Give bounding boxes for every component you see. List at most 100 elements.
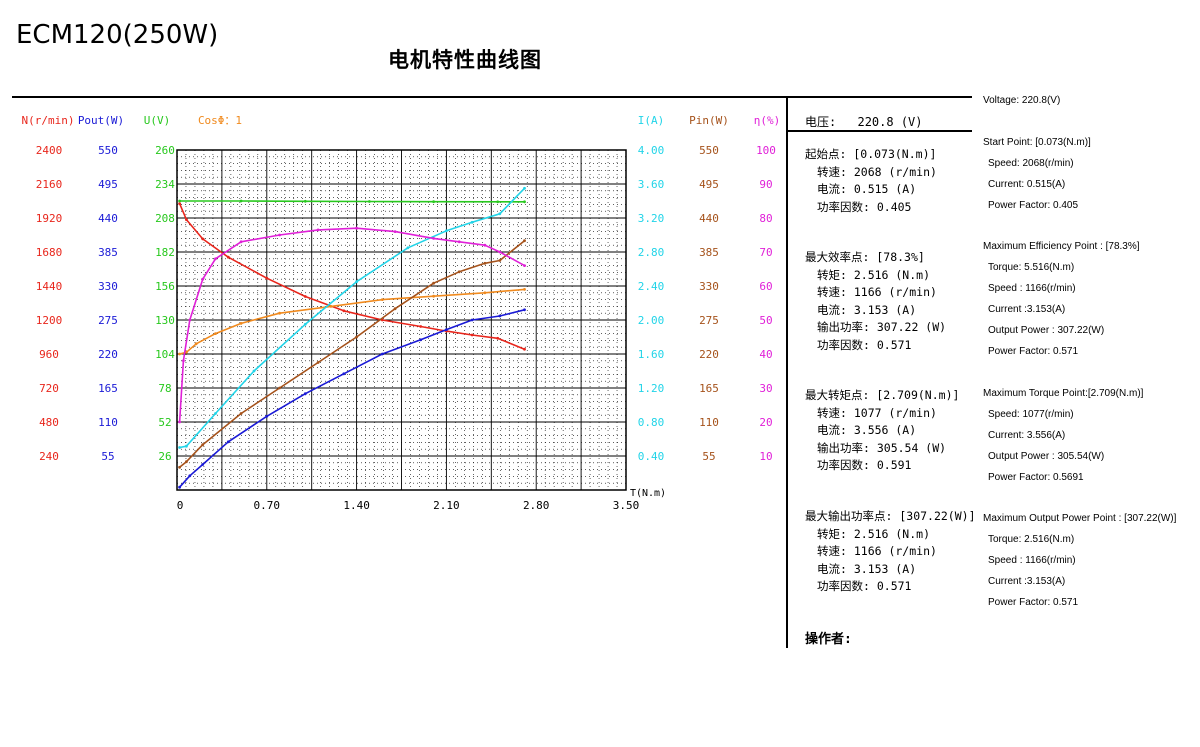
eff-tick: 80 xyxy=(759,212,772,225)
data-point-u-v xyxy=(496,200,500,204)
data-point-u-v xyxy=(178,199,182,203)
data-point-pout-w xyxy=(178,485,182,489)
data-point-pin-w xyxy=(316,361,320,364)
model-title: ECM120(250W) xyxy=(16,20,219,50)
eff-tick: 100 xyxy=(756,144,776,157)
en-max-power-block: Maximum Output Power Point : [307.22(W)]… xyxy=(983,508,1176,613)
max-power-title: 最大输出功率点: [307.22(W)] xyxy=(805,509,976,523)
current-tick: 1.20 xyxy=(638,382,665,395)
eff-tick: 10 xyxy=(759,450,772,463)
pout-tick: 55 xyxy=(101,450,114,463)
data-point-cos xyxy=(380,298,384,301)
en-max-eff-title: Maximum Efficiency Point : [78.3%] xyxy=(983,241,1140,252)
data-point-series xyxy=(355,226,358,230)
voltage-tick: 260 xyxy=(155,144,175,157)
data-point-n-r-min xyxy=(185,218,188,221)
en-max-torque-title: Maximum Torque Point:[2.709(N.m)] xyxy=(983,388,1144,399)
data-point-pout-w xyxy=(419,338,423,342)
max-eff-line: 功率因数: 0.571 xyxy=(817,337,912,352)
data-point-pout-w xyxy=(226,440,230,444)
data-point-pout-w xyxy=(265,414,269,418)
data-point-n-r-min xyxy=(178,202,182,205)
data-point-n-r-min xyxy=(265,276,269,280)
data-point-pin-w xyxy=(498,259,502,262)
data-point-pin-w xyxy=(523,239,526,243)
voltage-tick: 182 xyxy=(155,246,175,259)
pout-axis-header: Pout(W) xyxy=(78,114,124,127)
current-tick: 3.60 xyxy=(638,178,665,191)
en-start-line: Current: 0.515(A) xyxy=(988,179,1066,190)
eff-tick: 30 xyxy=(759,382,772,395)
data-point-n-r-min xyxy=(342,309,346,313)
data-point-i-a xyxy=(470,220,474,224)
data-point-cos xyxy=(483,291,487,295)
data-point-i-a xyxy=(355,280,358,284)
data-point-pout-w xyxy=(303,392,307,396)
data-point-i-a xyxy=(523,186,526,190)
eff-tick: 50 xyxy=(759,314,772,327)
data-point-i-a xyxy=(178,446,182,449)
eff-tick: 40 xyxy=(759,348,772,361)
pin-tick: 550 xyxy=(699,144,719,157)
pin-tick: 110 xyxy=(699,416,719,429)
start-point-line: 电流: 0.515 (A) xyxy=(817,182,917,196)
data-point-pout-w xyxy=(498,314,502,318)
data-point-n-r-min xyxy=(496,336,500,340)
data-point-i-a xyxy=(214,412,217,415)
data-point-n-r-min xyxy=(303,295,307,298)
torque-tick: 3.50 xyxy=(613,499,640,512)
data-point-n-r-min xyxy=(470,333,474,337)
data-point-pin-w xyxy=(457,270,461,274)
voltage-tick: 130 xyxy=(155,314,175,327)
max-eff-line: 电流: 3.153 (A) xyxy=(817,302,917,317)
en-max-torque-line: Power Factor: 0.5691 xyxy=(988,472,1084,483)
data-point-u-v xyxy=(432,200,435,204)
speed-tick: 2400 xyxy=(36,144,63,157)
voltage-tick: 156 xyxy=(155,280,175,293)
start-point-title: 起始点: [0.073(N.m)] xyxy=(805,147,937,161)
max-torque-line: 输出功率: 305.54 (W) xyxy=(817,440,947,455)
data-point-cos xyxy=(185,350,188,354)
start-point-block: 起始点: [0.073(N.m)] 转速: 2068 (r/min) 电流: 0… xyxy=(805,146,937,216)
max-eff-line: 转速: 1166 (r/min) xyxy=(817,285,937,299)
start-point-line: 功率因数: 0.405 xyxy=(817,199,912,214)
en-max-eff-line: Output Power : 307.22(W) xyxy=(988,325,1105,336)
current-tick: 2.80 xyxy=(638,246,665,259)
voltage-tick: 234 xyxy=(155,178,175,191)
torque-tick: 2.80 xyxy=(523,499,550,512)
pout-tick: 275 xyxy=(98,314,118,327)
max-torque-block: 最大转矩点: [2.709(N.m)] 转速: 1077 (r/min) 电流:… xyxy=(805,387,959,475)
pin-tick: 55 xyxy=(702,450,715,463)
data-point-pout-w xyxy=(523,308,526,312)
data-point-pout-w xyxy=(342,372,346,376)
data-point-pout-w xyxy=(470,318,474,322)
panel-divider xyxy=(786,96,788,648)
speed-tick: 1920 xyxy=(36,212,63,225)
eff-tick: 90 xyxy=(759,178,772,191)
speed-tick: 1680 xyxy=(36,246,63,259)
data-point-cos xyxy=(278,311,281,315)
data-point-u-v xyxy=(368,200,371,203)
en-start-line: Speed: 2068(r/min) xyxy=(988,158,1074,169)
voltage-tick: 52 xyxy=(158,416,171,429)
panel-voltage-label: 电压: xyxy=(805,115,837,129)
data-point-series xyxy=(278,233,281,237)
pout-tick: 165 xyxy=(98,382,118,395)
pin-tick: 495 xyxy=(699,178,719,191)
data-point-n-r-min xyxy=(523,347,526,351)
cosphi-header: CosΦ：1 xyxy=(198,114,242,127)
en-max-power-line: Torque: 2.516(N.m) xyxy=(988,534,1075,545)
current-tick: 0.40 xyxy=(638,450,665,463)
data-point-pout-w xyxy=(201,463,205,466)
data-point-cos xyxy=(178,352,182,356)
data-point-pin-w xyxy=(483,261,487,265)
data-point-cos xyxy=(432,294,435,298)
data-point-cos xyxy=(523,288,526,291)
en-max-power-line: Speed : 1166(r/min) xyxy=(988,555,1076,566)
eff-tick: 20 xyxy=(759,416,772,429)
max-power-block: 最大输出功率点: [307.22(W)] 转矩: 2.516 (N.m) 转速:… xyxy=(805,508,976,596)
current-tick: 4.00 xyxy=(638,144,665,157)
en-max-torque-line: Current: 3.556(A) xyxy=(988,430,1066,441)
max-power-line: 功率因数: 0.571 xyxy=(817,579,912,593)
en-max-torque-line: Output Power : 305.54(W) xyxy=(988,451,1105,462)
